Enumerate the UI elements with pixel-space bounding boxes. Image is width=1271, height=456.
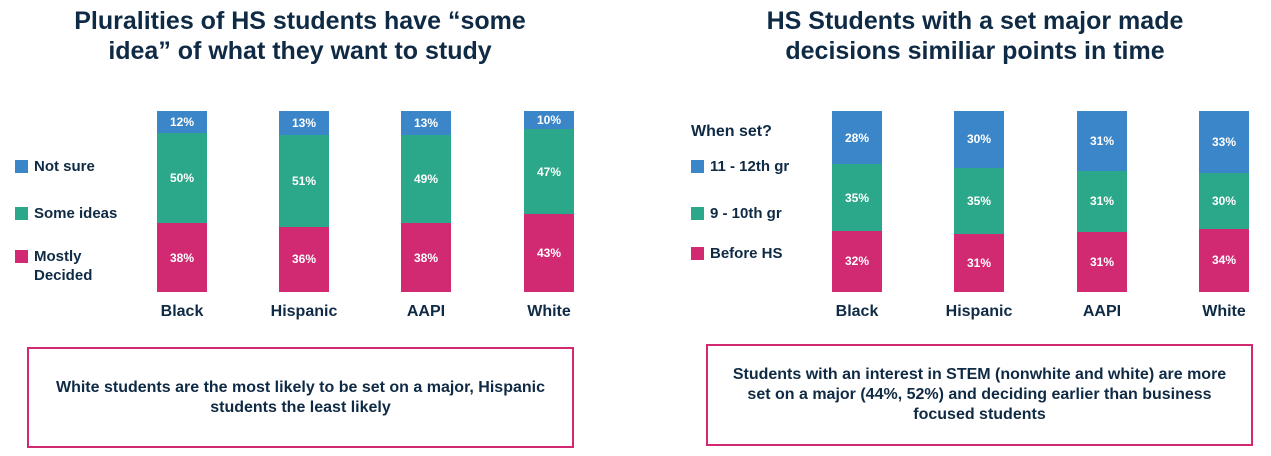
bar-segment: 10%: [524, 111, 574, 130]
legend-swatch-green: [15, 207, 28, 220]
bar-segment: 43%: [524, 214, 574, 292]
bar-segment: 35%: [832, 164, 882, 232]
category-label: White: [1202, 303, 1246, 320]
right-chart-title: HS Students with a set major made decisi…: [766, 7, 1184, 65]
legend-swatch-green: [691, 207, 704, 220]
left-takeaway-box: White students are the most likely to be…: [27, 347, 574, 448]
category-label: AAPI: [1082, 303, 1122, 320]
bar-segment: 32%: [832, 231, 882, 292]
category-label: White: [527, 303, 571, 320]
legend-swatch-blue: [691, 160, 704, 173]
bar-segment: 13%: [279, 111, 329, 135]
bar-segment: 28%: [832, 111, 882, 165]
bar-segment: 30%: [1199, 172, 1249, 229]
bar-segment: 38%: [401, 223, 451, 292]
category-label: Hispanic: [945, 303, 1013, 320]
legend-not-sure: Not sure: [15, 157, 95, 176]
legend-swatch-pink: [691, 247, 704, 260]
category-label: Black: [835, 303, 879, 320]
legend-11-12th: 11 - 12th gr: [691, 157, 789, 176]
bar-segment: 31%: [1077, 171, 1127, 232]
legend-some-ideas: Some ideas: [15, 204, 117, 223]
bar-segment: 33%: [1199, 111, 1249, 173]
stacked-bar-hispanic: 30% 35% 31%: [954, 111, 1004, 292]
category-label: AAPI: [406, 303, 446, 320]
legend-9-10th: 9 - 10th gr: [691, 204, 782, 223]
legend-before-hs: Before HS: [691, 244, 783, 263]
bar-segment: 30%: [954, 111, 1004, 168]
category-label: Hispanic: [270, 303, 338, 320]
legend-title: When set?: [691, 123, 772, 140]
bar-segment: 47%: [524, 129, 574, 215]
legend-mostly-decided: Mostly Decided: [15, 247, 105, 285]
stacked-bar-white: 10% 47% 43%: [524, 111, 574, 292]
bar-segment: 50%: [157, 132, 207, 224]
bar-segment: 51%: [279, 134, 329, 227]
stacked-bar-black: 28% 35% 32%: [832, 111, 882, 292]
legend-swatch-pink: [15, 250, 28, 263]
bar-segment: 31%: [1077, 231, 1127, 292]
bar-segment: 49%: [401, 134, 451, 224]
stacked-bar-white: 33% 30% 34%: [1199, 111, 1249, 292]
stacked-bar-hispanic: 13% 51% 36%: [279, 111, 329, 292]
right-takeaway-box: Students with an interest in STEM (nonwh…: [706, 344, 1253, 446]
bar-segment: 35%: [954, 167, 1004, 234]
bar-segment: 13%: [401, 111, 451, 135]
bar-segment: 31%: [1077, 111, 1127, 172]
bar-segment: 34%: [1199, 228, 1249, 292]
left-chart-title: Pluralities of HS students have “some id…: [74, 7, 526, 65]
category-label: Black: [160, 303, 204, 320]
bar-segment: 12%: [157, 111, 207, 133]
stacked-bar-aapi: 31% 31% 31%: [1077, 111, 1127, 292]
stacked-bar-aapi: 13% 49% 38%: [401, 111, 451, 292]
stacked-bar-black: 12% 50% 38%: [157, 111, 207, 292]
legend-swatch-blue: [15, 160, 28, 173]
bar-segment: 38%: [157, 223, 207, 292]
bar-segment: 31%: [954, 233, 1004, 292]
bar-segment: 36%: [279, 226, 329, 292]
